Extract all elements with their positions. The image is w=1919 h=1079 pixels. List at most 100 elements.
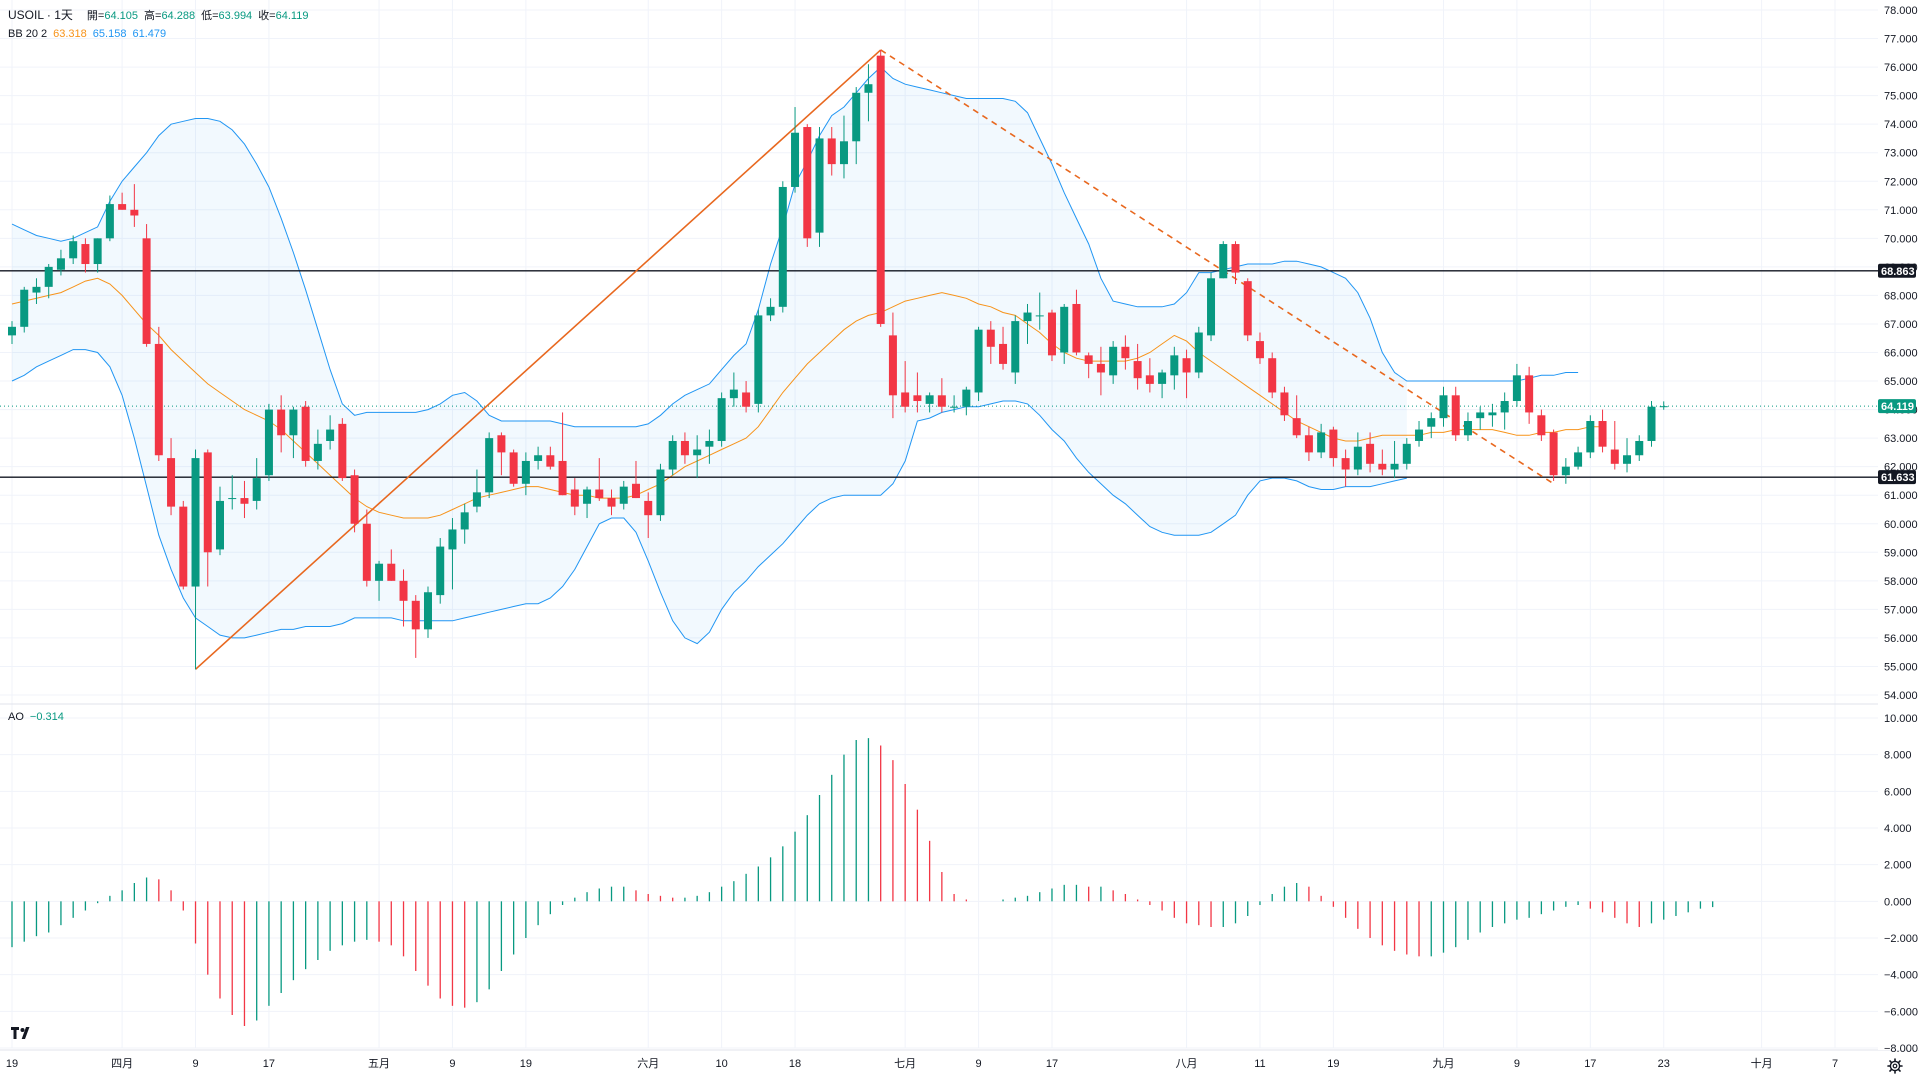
ao-legend[interactable]: AO −0.314 (8, 711, 70, 723)
time-tick-label: 17 (263, 1058, 275, 1070)
candle (130, 184, 139, 227)
price-label-text: 61.633 (1881, 472, 1915, 484)
candle-body (154, 343, 163, 456)
candle (1574, 446, 1583, 470)
candle-body (1525, 375, 1534, 413)
candle-body (778, 186, 787, 307)
time-tick-label: 19 (520, 1058, 532, 1070)
candle-body (705, 440, 714, 447)
candle (215, 486, 224, 556)
gear-icon[interactable] (1887, 1058, 1903, 1074)
candle (962, 386, 971, 416)
candle (1623, 438, 1632, 473)
time-tick-label: 17 (1046, 1058, 1058, 1070)
candle (974, 326, 983, 402)
candle (1329, 426, 1338, 467)
candle-body (986, 329, 995, 347)
candle (338, 418, 347, 481)
candle (913, 372, 922, 413)
time-tick-label: 19 (6, 1058, 18, 1070)
candle-body (326, 429, 335, 441)
price-axis: 54.000 55.000 56.000 57.000 58.000 59.000 60.0… (1878, 0, 1919, 1055)
candle (277, 395, 286, 453)
price-label-horizontal-line: 61.633 (1878, 470, 1916, 485)
candle (1488, 403, 1497, 427)
candle (693, 435, 702, 479)
candle-body (448, 529, 457, 550)
price-label-text: 68.863 (1881, 266, 1915, 278)
candle-body (1047, 312, 1056, 356)
candle (191, 449, 200, 670)
candle (375, 560, 384, 601)
candle-body (460, 512, 469, 530)
ao-tick-label: −2.000 (1884, 933, 1918, 945)
candle-body (791, 132, 800, 187)
candle-body (375, 563, 384, 581)
price-tick-label: 66.000 (1884, 348, 1918, 360)
candle-body (93, 238, 102, 265)
time-tick-label: 八月 (1176, 1058, 1198, 1070)
candle (1378, 449, 1387, 476)
price-label-box (1878, 263, 1916, 278)
candle-body (1341, 458, 1350, 470)
candles (8, 49, 1668, 670)
high-label: 高= (144, 10, 162, 22)
candle-body (313, 443, 322, 461)
candle (228, 475, 237, 510)
ao-label[interactable]: AO (8, 711, 24, 723)
candle (839, 115, 848, 179)
time-tick-label: 11 (1254, 1058, 1265, 1070)
symbol-title[interactable]: USOIL · 1天 (8, 8, 73, 22)
candle (411, 595, 420, 658)
candle (754, 309, 763, 413)
candle (350, 469, 359, 533)
tradingview-logo-icon[interactable] (10, 1024, 34, 1042)
candle (729, 372, 738, 407)
bb-label[interactable]: BB 20 2 (8, 28, 48, 40)
candle (901, 361, 910, 413)
candle-body (1280, 392, 1289, 416)
candle-body (803, 127, 812, 239)
candle-body (1451, 395, 1460, 436)
candle-body (436, 546, 445, 596)
candle-body (1133, 361, 1142, 379)
candle-body (570, 489, 579, 507)
candle (986, 321, 995, 364)
candle (1194, 326, 1203, 379)
price-tick-label: 74.000 (1884, 119, 1918, 131)
candle (179, 500, 188, 590)
candle-body (619, 486, 628, 504)
candle (387, 549, 396, 581)
candle (203, 449, 212, 587)
candle-body (913, 395, 922, 402)
candle-body (264, 409, 273, 476)
candle (521, 452, 530, 496)
candle (1500, 392, 1509, 430)
candle-body (497, 435, 506, 453)
candle (56, 249, 65, 276)
candle (656, 463, 665, 521)
candle (815, 127, 824, 247)
candle (876, 49, 885, 327)
candle (1402, 438, 1411, 470)
candle-body (1366, 443, 1375, 464)
candle (570, 478, 579, 516)
candle (1035, 292, 1044, 330)
candle (436, 538, 445, 604)
time-tick-label: 六月 (637, 1057, 659, 1070)
candle-body (81, 244, 90, 265)
price-tick-label: 63.000 (1884, 433, 1918, 445)
candle (1182, 349, 1191, 399)
candle-body (1537, 415, 1546, 436)
candle-body (631, 483, 640, 499)
horizontal-lines (0, 270, 1878, 478)
candle-body (191, 458, 200, 587)
candle (558, 412, 567, 496)
candle-body (1011, 321, 1020, 373)
bb-basis-value: 63.318 (53, 28, 87, 40)
candle (1512, 363, 1521, 407)
candle-body (1476, 412, 1485, 419)
bb-legend[interactable]: BB 20 2 63.318 65.158 61.479 (8, 28, 172, 40)
